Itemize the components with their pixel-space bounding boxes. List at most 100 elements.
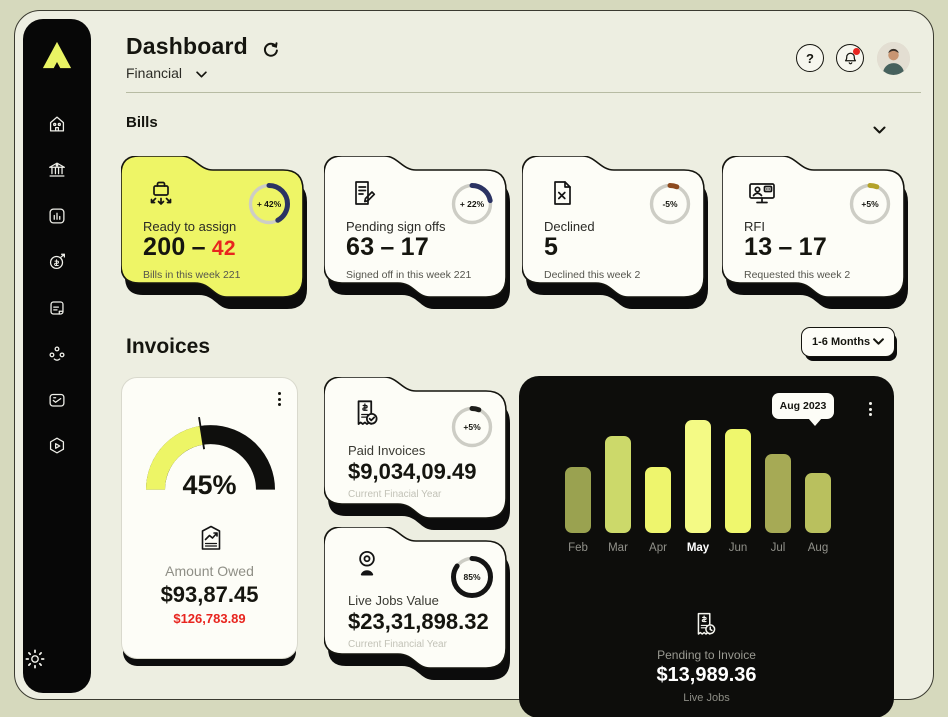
bill-card-declined[interactable]: -5% Declined 5 Declined this week 2 — [522, 156, 708, 309]
chevron-down-icon — [873, 336, 884, 348]
notifications-button[interactable] — [836, 44, 864, 72]
user-avatar[interactable] — [877, 42, 910, 75]
card-title: Declined — [544, 219, 595, 234]
progress-ring: +5% — [848, 182, 892, 226]
document-declined-icon — [544, 175, 580, 216]
progress-ring: 85% — [450, 555, 494, 599]
bar-jun[interactable] — [725, 429, 751, 533]
sidebar-item-reports[interactable] — [45, 204, 69, 228]
chart-tooltip: Aug 2023 — [772, 393, 834, 426]
card-title: Amount Owed — [165, 563, 254, 579]
sidebar-item-support[interactable] — [45, 434, 69, 458]
help-button[interactable]: ? — [796, 44, 824, 72]
gauge-chart — [145, 417, 276, 490]
months-filter-dropdown[interactable]: 1-6 Months — [801, 327, 895, 357]
sidebar-item-transactions[interactable] — [45, 250, 69, 274]
section-label: Financial — [126, 65, 183, 81]
invoice-clock-icon — [689, 608, 723, 647]
card-value: 200–42 — [143, 233, 236, 261]
bill-card-pending-sign-offs[interactable]: + 22% Pending sign offs 63–17 Signed off… — [324, 156, 510, 309]
card-subtext: Bills in this week 221 — [143, 269, 241, 281]
rfi-monitor-icon — [744, 175, 780, 216]
bar-label-jun: Jun — [728, 542, 748, 554]
badge-percent: +5% — [463, 422, 481, 432]
settings-gear-icon[interactable] — [23, 647, 47, 671]
sidebar-item-home[interactable] — [45, 112, 69, 136]
bills-collapse-chevron-icon[interactable] — [873, 121, 886, 139]
header-divider — [126, 92, 921, 93]
question-mark-icon: ? — [806, 50, 814, 66]
trend-document-icon — [193, 520, 229, 561]
sidebar — [23, 19, 91, 693]
invoice-check-icon — [348, 395, 386, 438]
bar-may[interactable] — [685, 420, 711, 533]
bill-card-ready-to-assign[interactable]: + 42% Ready to assign 200–42 Bills in th… — [121, 156, 307, 309]
kebab-menu-icon[interactable] — [271, 390, 287, 408]
page-title: Dashboard — [126, 33, 248, 59]
card-value: $93,87.45 — [160, 582, 259, 607]
dropdown-value: 1-6 Months — [812, 336, 871, 348]
bar-label-apr: Apr — [649, 542, 667, 554]
badge-percent: + 42% — [256, 199, 282, 209]
invoices-bar-chart-card: Aug 2023 Feb Mar Apr May Jun Jul Aug Pending t… — [519, 376, 894, 717]
badge-percent: 85% — [463, 572, 481, 582]
badge-percent: +5% — [861, 199, 879, 209]
sidebar-item-bank[interactable] — [45, 158, 69, 182]
refresh-icon[interactable] — [262, 41, 280, 59]
pending-to-invoice-value: $13,989.36 — [656, 664, 757, 686]
app-logo-icon — [40, 39, 74, 76]
card-title: RFI — [744, 219, 765, 234]
section-selector[interactable]: Financial — [126, 65, 207, 81]
badge-percent: -5% — [662, 199, 678, 209]
card-subtext: Current Financial Year — [348, 639, 447, 650]
document-pen-icon — [346, 175, 382, 216]
badge-percent: + 22% — [459, 199, 485, 209]
chevron-down-icon — [196, 65, 207, 81]
sidebar-item-inbox[interactable] — [45, 388, 69, 412]
bar-label-mar: Mar — [608, 542, 628, 554]
card-subtext: Requested this week 2 — [744, 269, 851, 281]
card-title: Paid Invoices — [348, 443, 426, 458]
notification-badge — [853, 48, 860, 55]
app-frame: Dashboard Financial ? Bills + 42% Ready … — [14, 10, 934, 717]
progress-ring: + 42% — [247, 182, 291, 226]
bar-chart — [565, 376, 865, 533]
card-subtext: Signed off in this week 221 — [346, 269, 472, 281]
bar-aug[interactable] — [805, 473, 831, 533]
bill-card-rfi[interactable]: +5% RFI 13–17 Requested this week 2 — [722, 156, 908, 309]
bar-label-jul: Jul — [770, 542, 786, 554]
card-subtext: Current Finacial Year — [348, 489, 442, 500]
bar-apr[interactable] — [645, 467, 671, 533]
card-title: Pending sign offs — [346, 219, 446, 234]
card-subtext: Declined this week 2 — [544, 269, 641, 281]
progress-ring: -5% — [648, 182, 692, 226]
card-alt-value: $126,783.89 — [173, 611, 246, 626]
pending-to-invoice-subtext: Live Jobs — [683, 692, 730, 704]
pending-to-invoice-label: Pending to Invoice — [657, 648, 756, 662]
bar-jul[interactable] — [765, 454, 791, 533]
card-title: Ready to assign — [143, 219, 237, 234]
progress-ring: +5% — [450, 405, 494, 449]
live-jobs-value-card[interactable]: 85% Live Jobs Value $23,31,898.32 Curren… — [324, 527, 510, 680]
bar-label-aug: Aug — [807, 542, 829, 554]
bar-feb[interactable] — [565, 467, 591, 533]
card-value: $9,034,09.49 — [348, 459, 477, 484]
sidebar-item-contacts[interactable] — [45, 342, 69, 366]
paid-invoices-card[interactable]: +5% Paid Invoices $9,034,09.49 Current F… — [324, 377, 510, 530]
card-value: 63–17 — [346, 233, 430, 261]
bell-icon — [844, 52, 856, 64]
card-title: Live Jobs Value — [348, 593, 439, 608]
bar-chart-labels: Feb Mar Apr May Jun Jul Aug — [565, 542, 865, 554]
gauge-percent-label: 45% — [182, 470, 237, 500]
live-person-icon — [348, 545, 386, 588]
progress-ring: + 22% — [450, 182, 494, 226]
amount-owed-card[interactable]: 45% Amount Owed $93,87.45 $126,783.89 — [121, 377, 298, 659]
bar-mar[interactable] — [605, 436, 631, 533]
sidebar-item-documents[interactable] — [45, 296, 69, 320]
card-value: 13–17 — [744, 233, 828, 261]
assign-briefcase-icon — [143, 175, 179, 216]
bills-section-title: Bills — [126, 114, 158, 131]
kebab-menu-icon[interactable] — [862, 400, 878, 418]
bar-label-may: May — [686, 542, 710, 554]
invoices-section-title: Invoices — [126, 335, 211, 358]
